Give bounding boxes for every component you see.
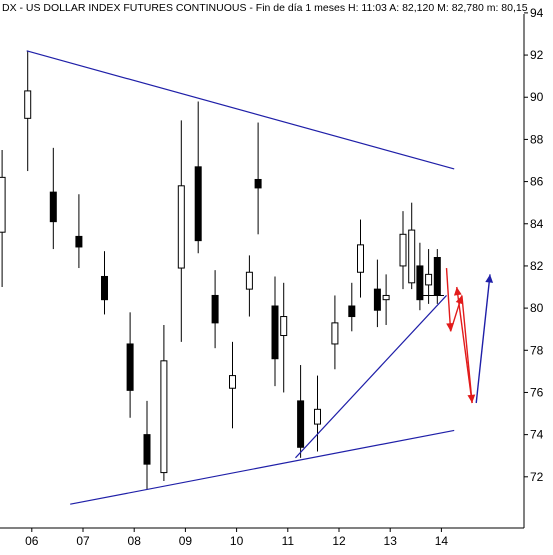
candle-body [348,305,356,318]
y-tick-label: 72 [530,470,544,484]
x-tick-label: 09 [179,534,193,548]
trendline [26,50,455,170]
candle-body [245,271,253,290]
candle-body [280,316,288,337]
x-tick-label: 13 [384,534,398,548]
y-tick-label: 84 [530,217,544,231]
candle-body [425,273,433,286]
y-tick-label: 82 [530,259,544,273]
candle-body [271,305,279,360]
y-tick-label: 92 [530,48,544,62]
candle-body [211,294,219,324]
candle-body [101,275,109,301]
y-tick-label: 94 [530,6,544,20]
y-tick-label: 74 [530,428,544,442]
candle-body [373,288,381,311]
candle-body [0,176,6,233]
red-arrow-segment [445,267,452,332]
candle-body [49,191,57,223]
trendline [70,429,455,505]
x-tick-label: 06 [25,534,39,548]
candle-body [399,233,407,267]
candle-body [433,257,441,296]
candle-body [75,235,83,248]
candle-body [177,185,185,269]
candle-body [229,375,237,389]
x-tick-label: 14 [435,534,449,548]
candle-body [143,434,151,465]
candle-body [24,90,32,119]
y-tick-label: 78 [530,343,544,357]
candle-body [313,408,321,425]
candle-body [382,294,390,301]
red-arrow-head [455,295,464,305]
x-tick-label: 11 [282,534,295,548]
x-tick-label: 12 [332,534,346,548]
blue-arrow-segment [475,274,491,404]
red-arrow-head [453,287,462,296]
y-tick-label: 80 [530,301,544,315]
y-tick-label: 88 [530,132,544,146]
trendline [295,295,447,459]
candle-body [194,166,202,242]
candle-body [160,360,168,474]
candle-body [331,322,339,345]
axes: 7274767880828486889092940506070809101112… [0,6,544,548]
candle-body [408,229,416,284]
candle-body [126,343,134,391]
candle-body [357,244,365,273]
y-tick-label: 90 [530,90,544,104]
x-tick-label: 10 [230,534,244,548]
x-tick-label: 08 [128,534,142,548]
y-tick-label: 76 [530,385,544,399]
candles [0,50,441,490]
candle-body [254,178,262,189]
blue-arrow-head [485,274,494,283]
red-arrow-segment [456,286,473,404]
y-tick-label: 86 [530,175,544,189]
candle-body [297,400,305,448]
chart-title: DX - US DOLLAR INDEX FUTURES CONTINUOUS … [2,2,528,14]
annotations [26,50,494,505]
x-tick-label: 07 [76,534,90,548]
candle-body [416,265,424,301]
